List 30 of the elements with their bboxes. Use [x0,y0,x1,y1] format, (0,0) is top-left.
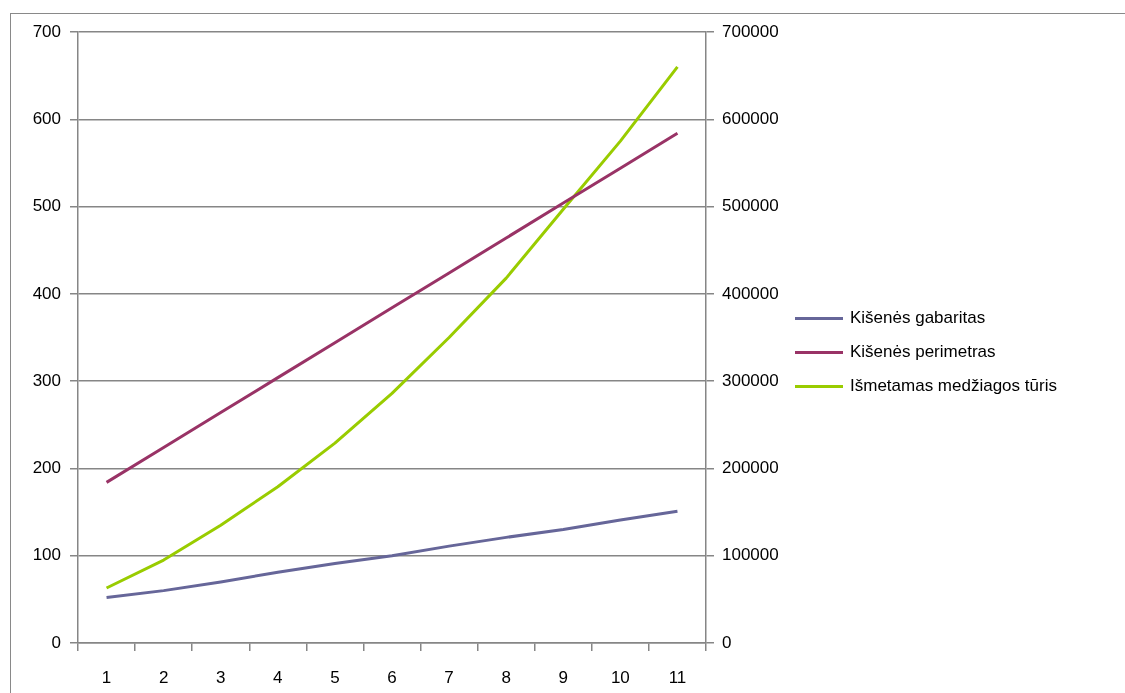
y2-tick-label: 100000 [722,545,779,565]
x-tick-label: 7 [444,667,454,687]
y-tick-label: 0 [51,632,61,652]
y-tick-label: 500 [32,196,61,216]
y-tick-label: 700 [32,21,61,41]
y-tick-label: 200 [32,458,61,478]
y-tick-label: 600 [32,108,61,128]
x-tick-label: 1 [101,667,112,687]
y2-tick-label: 300000 [722,370,779,390]
y-tick-label: 100 [32,545,61,565]
x-tick-label: 2 [158,667,169,687]
x-tick-label: 5 [330,667,340,687]
x-tick-label: 3 [215,667,226,687]
y2-tick-label: 0 [722,632,732,652]
x-tick-label: 11 [668,667,687,687]
x-tick-label: 8 [501,667,511,687]
legend-label: Išmetamas medžiagos tūris [850,376,1057,396]
y2-tick-label: 500000 [722,196,779,216]
y2-tick-label: 400000 [722,283,779,303]
legend-label: Kišenės perimetras [850,342,996,362]
x-tick-label: 6 [387,667,397,687]
y-tick-label: 400 [32,283,61,303]
legend-label: Kišenės gabaritas [850,308,986,328]
y2-tick-label: 600000 [722,108,779,128]
x-tick-label: 9 [558,667,569,687]
x-tick-label: 10 [610,667,630,687]
y2-tick-label: 200000 [722,458,779,478]
y-tick-label: 300 [32,370,61,390]
x-tick-label: 4 [273,667,283,687]
y2-tick-label: 700000 [722,21,779,41]
